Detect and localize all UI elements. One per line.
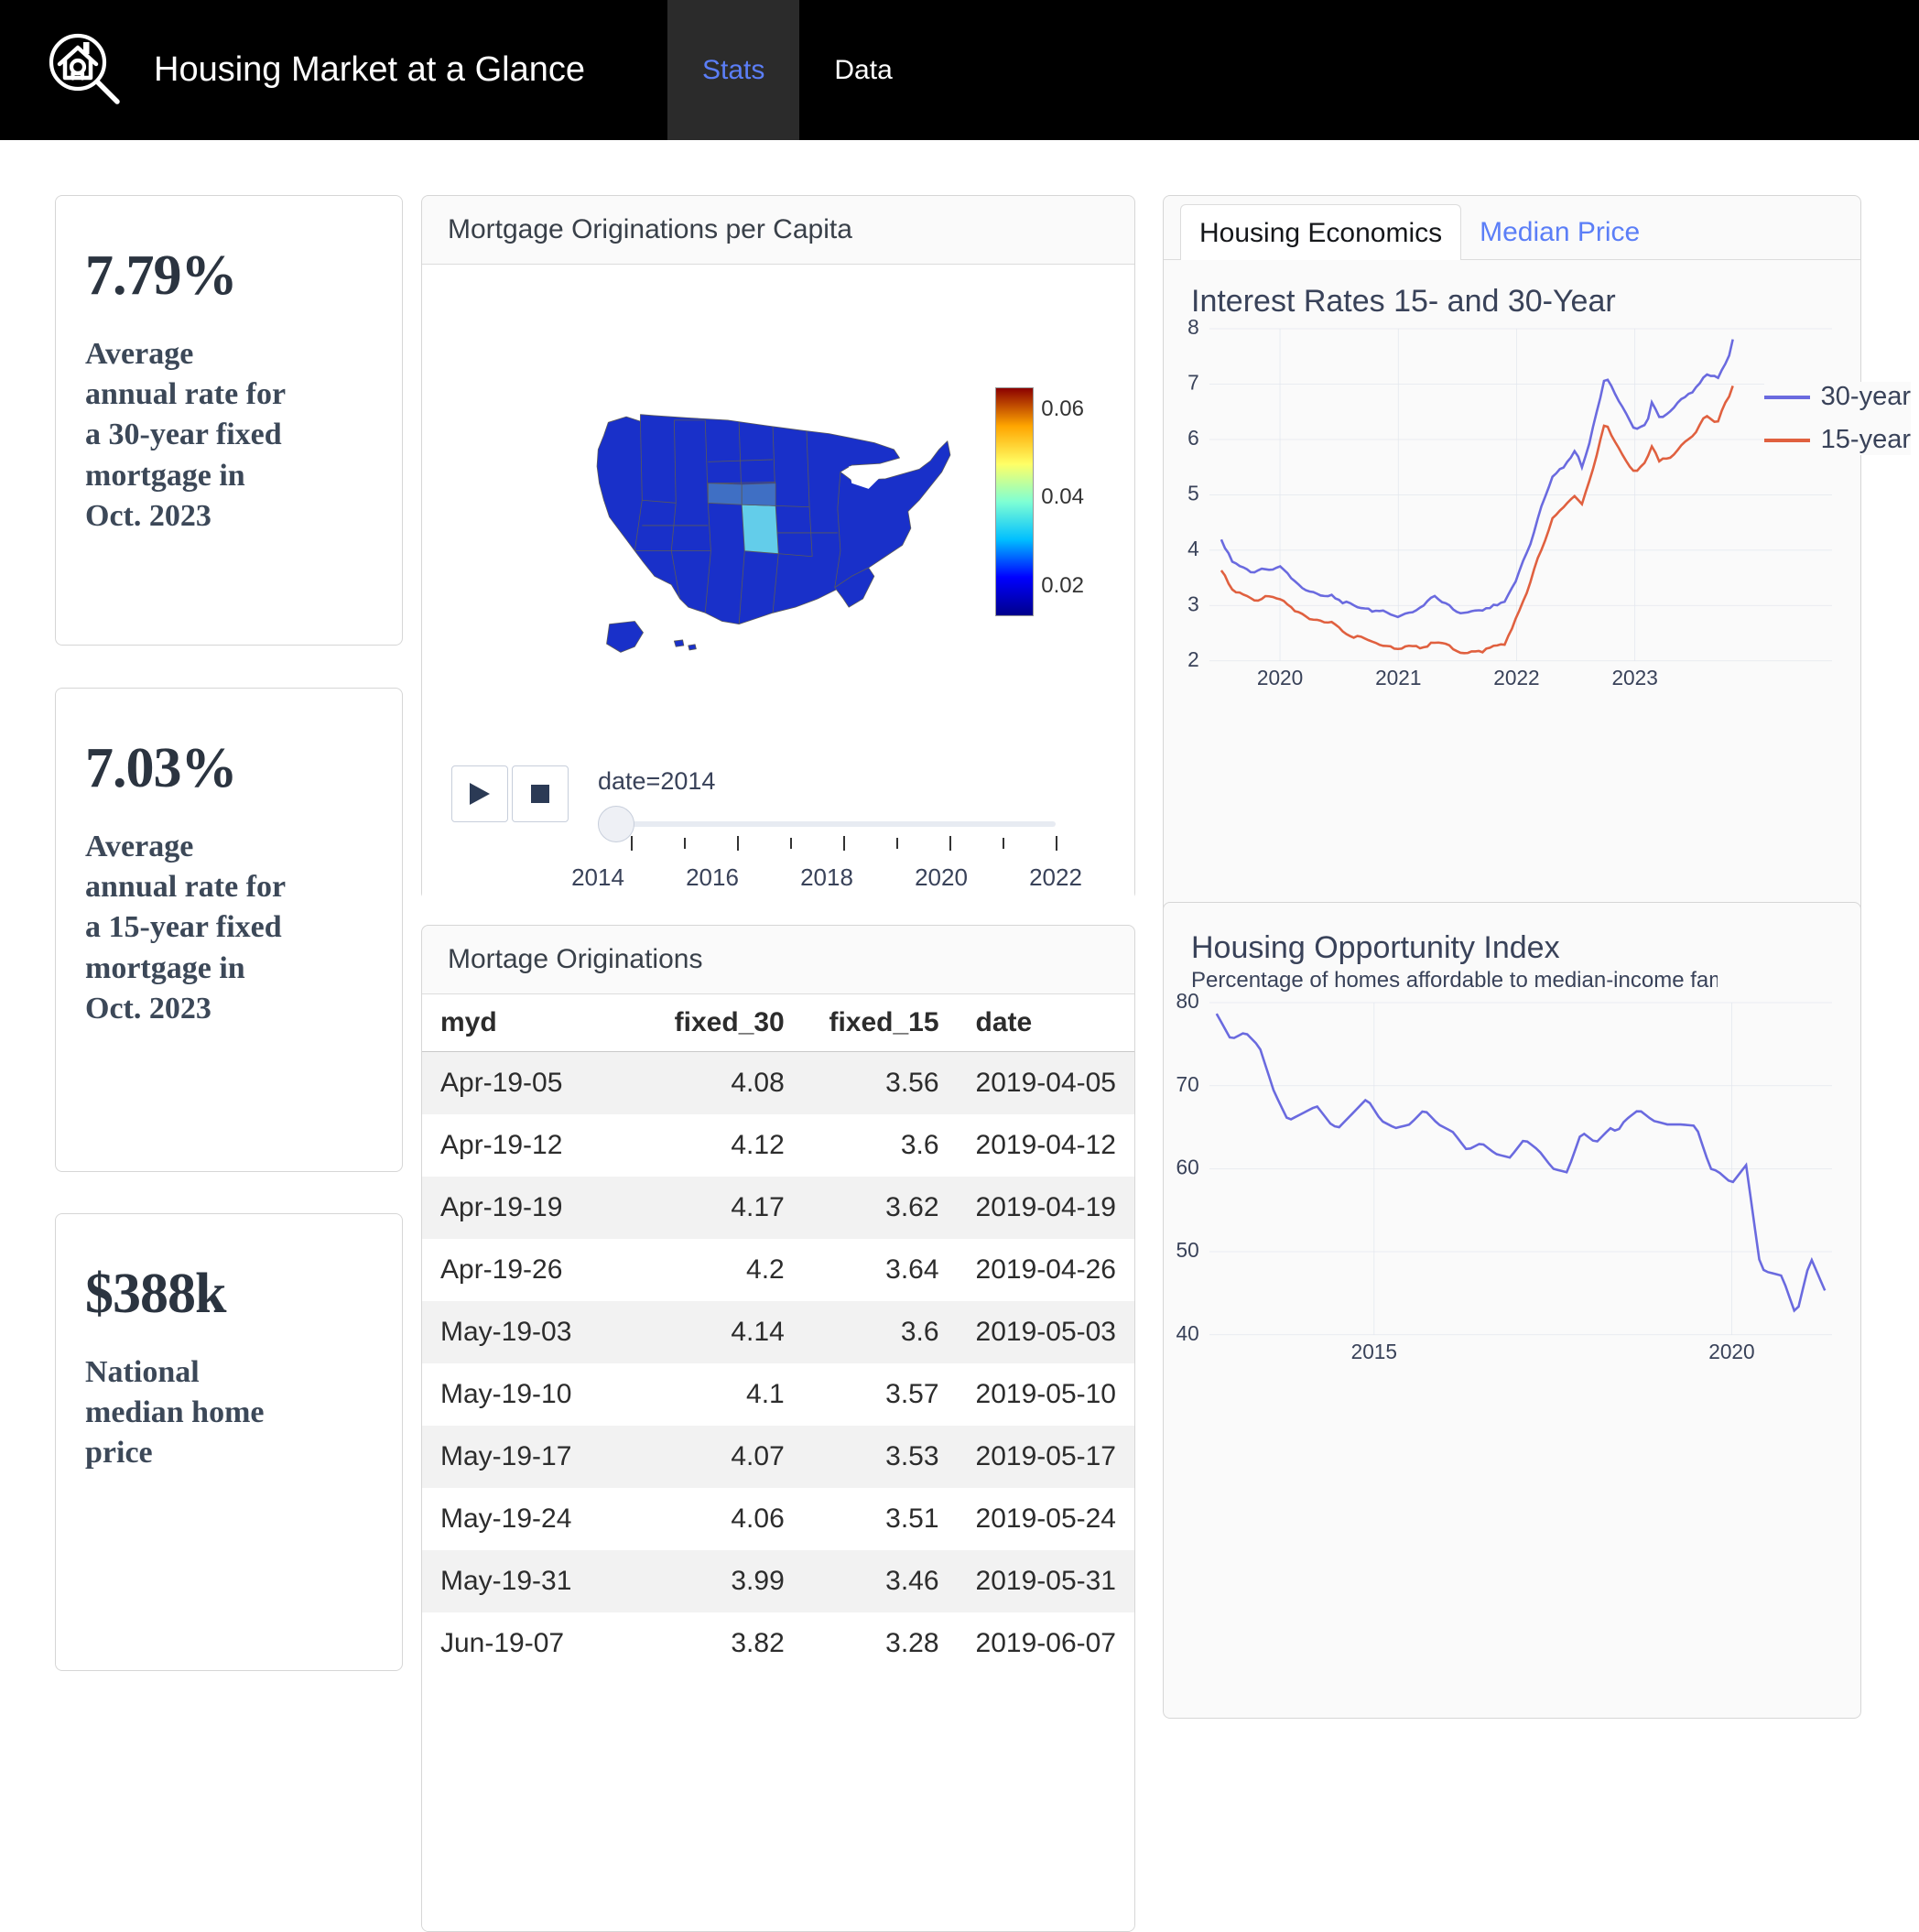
svg-text:2020: 2020 bbox=[1708, 1340, 1754, 1363]
svg-text:7: 7 bbox=[1187, 371, 1199, 395]
svg-text:80: 80 bbox=[1176, 989, 1198, 1013]
svg-text:2023: 2023 bbox=[1611, 666, 1657, 689]
svg-text:2020: 2020 bbox=[1257, 666, 1303, 689]
svg-text:8: 8 bbox=[1187, 315, 1199, 339]
svg-text:50: 50 bbox=[1176, 1238, 1198, 1262]
svg-text:70: 70 bbox=[1176, 1072, 1198, 1096]
svg-text:5: 5 bbox=[1187, 481, 1199, 505]
svg-text:60: 60 bbox=[1176, 1155, 1198, 1178]
svg-text:6: 6 bbox=[1187, 426, 1199, 450]
svg-text:2015: 2015 bbox=[1351, 1340, 1397, 1363]
svg-text:40: 40 bbox=[1176, 1321, 1198, 1345]
svg-text:2: 2 bbox=[1187, 647, 1199, 671]
svg-text:4: 4 bbox=[1187, 537, 1199, 560]
svg-text:2022: 2022 bbox=[1493, 666, 1539, 689]
svg-text:2021: 2021 bbox=[1375, 666, 1421, 689]
svg-text:3: 3 bbox=[1187, 592, 1199, 615]
